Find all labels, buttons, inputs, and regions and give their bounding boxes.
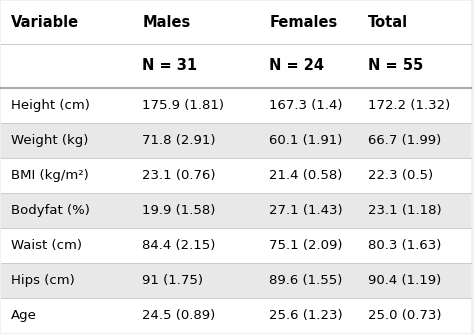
Text: 23.1 (1.18): 23.1 (1.18) <box>368 203 441 216</box>
Text: 75.1 (2.09): 75.1 (2.09) <box>269 238 343 252</box>
FancyBboxPatch shape <box>1 88 471 123</box>
Text: 23.1 (0.76): 23.1 (0.76) <box>142 169 216 182</box>
Text: BMI (kg/m²): BMI (kg/m²) <box>11 169 89 182</box>
Text: 27.1 (1.43): 27.1 (1.43) <box>269 203 343 216</box>
Text: 90.4 (1.19): 90.4 (1.19) <box>368 274 441 287</box>
Text: N = 31: N = 31 <box>142 58 198 73</box>
Text: 172.2 (1.32): 172.2 (1.32) <box>368 99 450 112</box>
Text: 60.1 (1.91): 60.1 (1.91) <box>269 134 343 147</box>
Text: 89.6 (1.55): 89.6 (1.55) <box>269 274 343 287</box>
Text: Weight (kg): Weight (kg) <box>11 134 88 147</box>
Text: Total: Total <box>368 15 408 30</box>
Text: 167.3 (1.4): 167.3 (1.4) <box>269 99 343 112</box>
Text: N = 24: N = 24 <box>269 58 324 73</box>
Text: Bodyfat (%): Bodyfat (%) <box>11 203 90 216</box>
FancyBboxPatch shape <box>1 227 471 263</box>
Text: 19.9 (1.58): 19.9 (1.58) <box>142 203 216 216</box>
FancyBboxPatch shape <box>1 158 471 193</box>
Text: 66.7 (1.99): 66.7 (1.99) <box>368 134 441 147</box>
Text: 80.3 (1.63): 80.3 (1.63) <box>368 238 441 252</box>
Text: 25.6 (1.23): 25.6 (1.23) <box>269 309 343 322</box>
FancyBboxPatch shape <box>1 1 471 88</box>
Text: 91 (1.75): 91 (1.75) <box>142 274 203 287</box>
Text: 84.4 (2.15): 84.4 (2.15) <box>142 238 216 252</box>
Text: Age: Age <box>11 309 36 322</box>
Text: N = 55: N = 55 <box>368 58 423 73</box>
FancyBboxPatch shape <box>1 123 471 158</box>
FancyBboxPatch shape <box>1 263 471 298</box>
Text: Variable: Variable <box>11 15 79 30</box>
Text: 71.8 (2.91): 71.8 (2.91) <box>142 134 216 147</box>
Text: 25.0 (0.73): 25.0 (0.73) <box>368 309 441 322</box>
FancyBboxPatch shape <box>1 298 471 333</box>
Text: 21.4 (0.58): 21.4 (0.58) <box>269 169 343 182</box>
Text: Females: Females <box>269 15 337 30</box>
Text: Males: Males <box>142 15 191 30</box>
Text: Height (cm): Height (cm) <box>11 99 90 112</box>
Text: 24.5 (0.89): 24.5 (0.89) <box>142 309 216 322</box>
Text: Waist (cm): Waist (cm) <box>11 238 82 252</box>
Text: 22.3 (0.5): 22.3 (0.5) <box>368 169 433 182</box>
FancyBboxPatch shape <box>1 193 471 227</box>
Text: Hips (cm): Hips (cm) <box>11 274 74 287</box>
Text: 175.9 (1.81): 175.9 (1.81) <box>142 99 224 112</box>
